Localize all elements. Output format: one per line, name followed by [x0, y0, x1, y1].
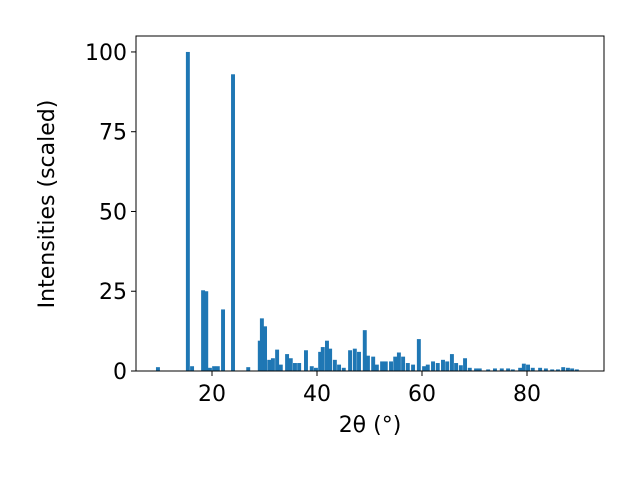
bar: [449, 354, 454, 371]
bar: [506, 368, 511, 371]
bar: [320, 347, 325, 371]
bar: [393, 356, 398, 371]
bar: [486, 369, 491, 371]
x-tick-label: 80: [513, 382, 541, 407]
bar: [297, 363, 302, 371]
bar: [207, 367, 212, 371]
bar: [259, 318, 264, 371]
bar: [411, 364, 416, 371]
x-tick-label: 60: [408, 382, 436, 407]
bar: [477, 368, 482, 371]
bar: [204, 291, 209, 371]
plot-frame: [135, 35, 605, 372]
bar: [538, 367, 543, 371]
bar: [499, 368, 504, 371]
x-tick-label: 20: [198, 382, 226, 407]
bar: [425, 364, 430, 371]
bar: [341, 367, 346, 371]
bar: [215, 366, 220, 371]
x-axis-label: 2θ (°): [339, 413, 402, 438]
bar: [285, 354, 290, 371]
bar: [348, 350, 353, 371]
bar: [383, 361, 388, 371]
bar: [246, 367, 251, 371]
bar: [362, 330, 367, 371]
bar: [463, 358, 468, 371]
bar: [526, 364, 531, 371]
bar: [550, 369, 555, 371]
bar: [328, 348, 333, 371]
bar: [352, 348, 357, 371]
bar: [267, 359, 272, 371]
x-tick-label: 40: [303, 382, 331, 407]
bar: [374, 364, 379, 371]
bar: [313, 367, 318, 371]
y-tick-label: 100: [85, 41, 127, 66]
bar: [185, 51, 190, 371]
bar: [574, 369, 579, 371]
bar: [357, 351, 361, 371]
y-tick-label: 0: [113, 360, 127, 385]
y-tick-label: 75: [99, 121, 127, 146]
bar: [401, 356, 406, 371]
bar: [555, 369, 560, 371]
bar: [441, 359, 445, 371]
bar: [304, 350, 308, 371]
bar: [231, 74, 235, 372]
bar: [292, 363, 297, 371]
bar: [288, 358, 293, 371]
bar: [332, 359, 337, 371]
bar: [467, 367, 472, 371]
bar: [405, 363, 410, 371]
y-axis-label: Intensities (scaled): [35, 100, 60, 309]
bar: [263, 326, 268, 371]
y-tick-label: 50: [99, 200, 127, 225]
y-tick-label: 25: [99, 280, 127, 305]
bar: [325, 340, 329, 371]
bar: [510, 369, 515, 371]
bar: [492, 368, 497, 371]
bar: [396, 352, 401, 371]
bar: [518, 367, 523, 371]
bar: [337, 364, 342, 371]
bar: [155, 367, 160, 371]
bar: [543, 368, 548, 371]
bar: [318, 351, 323, 371]
bar: [458, 365, 463, 371]
bar: [422, 366, 427, 371]
bar: [201, 290, 206, 371]
bar: [278, 364, 283, 371]
bar: [416, 339, 421, 371]
bar: [435, 363, 440, 371]
bar: [257, 340, 262, 371]
bar: [521, 363, 526, 371]
bar: [565, 367, 570, 371]
bar: [270, 358, 275, 371]
bar: [389, 361, 393, 371]
bar: [474, 368, 479, 371]
bar: [561, 367, 566, 371]
bar: [454, 363, 459, 371]
bar: [365, 355, 370, 371]
bar: [431, 361, 435, 371]
bar: [275, 349, 280, 371]
bar: [445, 361, 450, 371]
bar: [570, 368, 575, 371]
bar: [380, 361, 385, 371]
bar: [309, 366, 314, 371]
bar: [530, 367, 535, 371]
bar: [212, 366, 217, 371]
bar: [221, 309, 226, 371]
bar: [371, 356, 376, 371]
bar: [190, 366, 195, 371]
